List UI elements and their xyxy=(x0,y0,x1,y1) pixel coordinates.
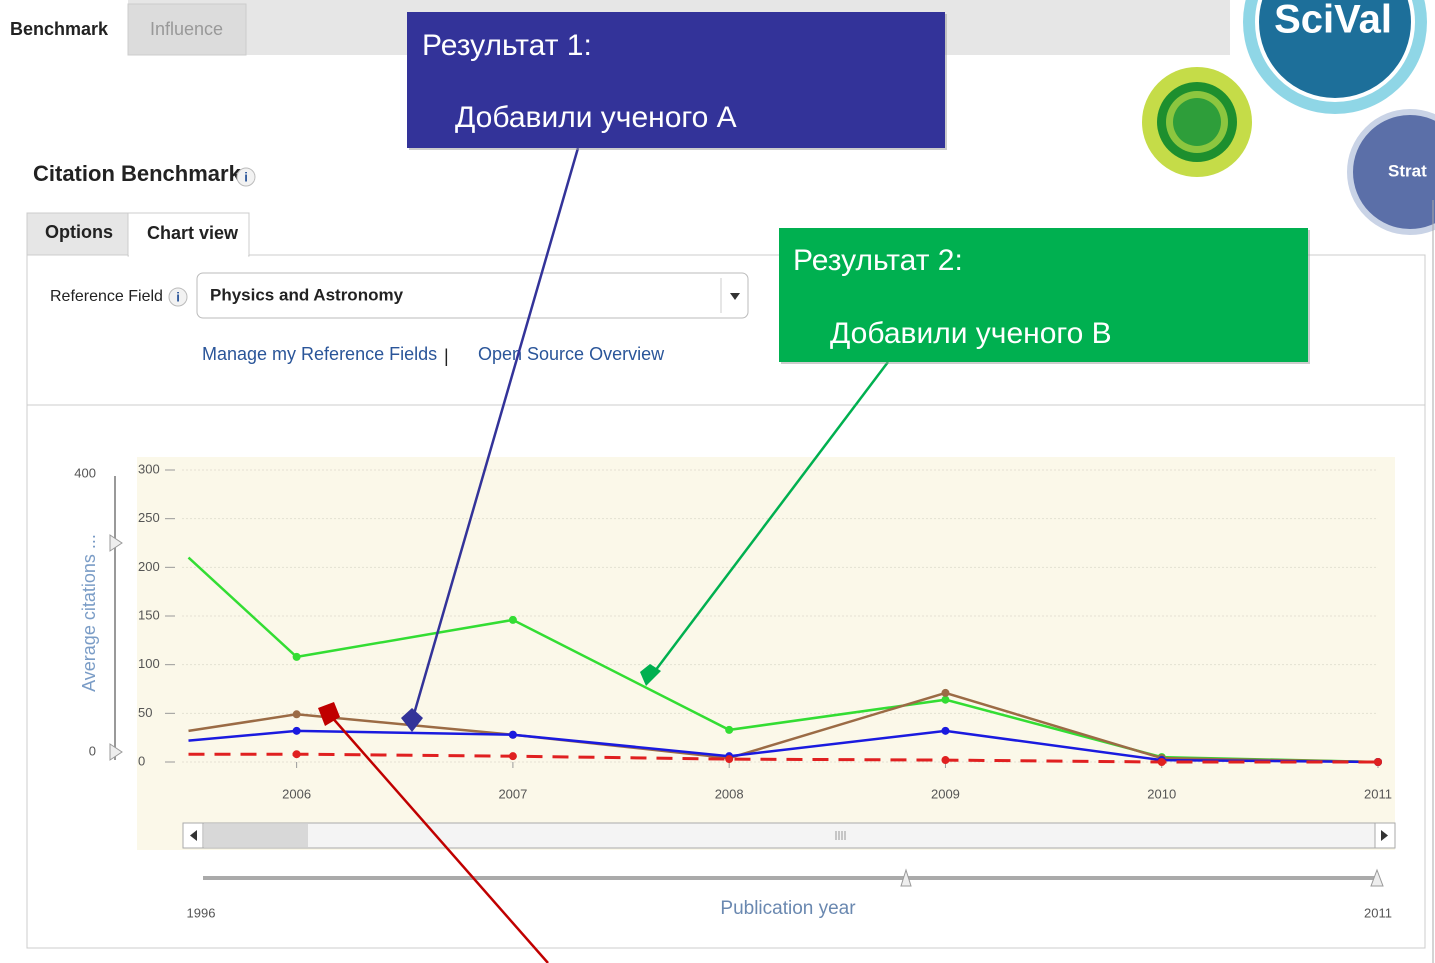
field-label: Reference Field xyxy=(50,288,163,305)
data-point xyxy=(292,710,301,719)
y-tick-label: 50 xyxy=(138,705,152,720)
data-point xyxy=(1374,758,1382,766)
tab-inactive[interactable] xyxy=(127,3,247,56)
dropdown[interactable] xyxy=(196,272,749,319)
y-slider-label: 400 xyxy=(74,465,96,480)
plot-background xyxy=(137,457,1395,850)
separator: | xyxy=(444,346,449,366)
data-point xyxy=(941,695,950,704)
data-point xyxy=(941,756,950,765)
panel-tab-label[interactable]: Chart view xyxy=(147,223,239,243)
scrollbar[interactable] xyxy=(182,822,1396,849)
x-tick-label: 2010 xyxy=(1147,786,1176,801)
tab-label[interactable]: Influence xyxy=(150,19,223,39)
callout-box xyxy=(779,228,1308,362)
data-point xyxy=(1157,758,1166,766)
callout-text: Результат 1: xyxy=(422,29,592,62)
x-tick-label: 2006 xyxy=(282,786,311,801)
data-point xyxy=(508,615,517,624)
y-tick-label: 100 xyxy=(138,656,160,671)
callout-arrow xyxy=(651,361,889,676)
y-tick-label: 300 xyxy=(138,461,160,476)
info-icon[interactable] xyxy=(236,167,256,187)
callout-box xyxy=(407,12,945,148)
tab-joint xyxy=(129,254,248,257)
panel-tab-label[interactable]: Options xyxy=(45,222,113,242)
y-axis-label: Average citations ... xyxy=(79,534,99,692)
y-slider-handle[interactable] xyxy=(109,534,123,552)
link[interactable]: Manage my Reference Fields xyxy=(202,344,437,364)
info-icon[interactable] xyxy=(168,287,188,307)
x-tick-label: 2007 xyxy=(498,786,527,801)
y-tick-label: 250 xyxy=(138,510,160,525)
tab-active[interactable] xyxy=(0,0,128,56)
scroll-right-arrow[interactable] xyxy=(1381,830,1388,841)
callout-arrow xyxy=(329,714,549,963)
y-tick-label: 200 xyxy=(138,559,160,574)
info-text[interactable]: i xyxy=(176,289,180,304)
chart: 0 50 100 150 200 250 300 2006 2007 2008 2009 2010 20… xyxy=(138,461,1392,801)
callout-text: Результат 2: xyxy=(793,244,963,277)
logo-side: Strat xyxy=(1388,161,1427,180)
y-tick-label: 0 xyxy=(138,753,145,768)
callout-text: Добавили ученого B xyxy=(830,317,1112,350)
arrow-head xyxy=(318,702,340,726)
data-point xyxy=(941,688,950,697)
arrow-head xyxy=(401,708,423,732)
data-point xyxy=(292,750,301,759)
y-slider-handle[interactable] xyxy=(109,743,123,761)
data-point xyxy=(292,652,301,661)
info-text[interactable]: i xyxy=(244,169,248,184)
logo-circle xyxy=(1347,109,1435,235)
panel-tab[interactable] xyxy=(26,212,129,256)
x-axis-label: Publication year xyxy=(720,898,856,919)
data-point xyxy=(508,752,517,761)
dropdown-value[interactable]: Physics and Astronomy xyxy=(210,285,404,304)
x-slider-label: 1996 xyxy=(187,905,216,920)
y-tick-label: 150 xyxy=(138,607,160,622)
y-slider-label: 0 xyxy=(89,743,96,758)
section-title: Citation Benchmark xyxy=(33,161,242,186)
callout-arrow xyxy=(412,147,580,715)
data-point xyxy=(941,726,950,735)
data-point xyxy=(725,755,734,764)
data-point xyxy=(508,730,517,739)
x-slider-label: 2011 xyxy=(1364,905,1392,920)
dropdown-arrow[interactable] xyxy=(730,293,740,300)
data-point xyxy=(725,725,734,734)
x-slider-handle[interactable] xyxy=(1370,868,1384,887)
tab-label[interactable]: Benchmark xyxy=(10,19,109,39)
logo-green xyxy=(1173,98,1221,146)
x-slider-handle[interactable] xyxy=(900,868,912,887)
x-tick-label: 2008 xyxy=(715,786,744,801)
x-tick-label: 2011 xyxy=(1364,786,1392,801)
x-tick-label: 2009 xyxy=(931,786,960,801)
data-point xyxy=(292,726,301,735)
link[interactable]: Open Source Overview xyxy=(478,344,665,364)
scroll-thumb[interactable] xyxy=(204,824,308,847)
scroll-grip xyxy=(835,831,846,840)
logo-name: SciVal xyxy=(1274,0,1392,42)
arrow-head xyxy=(640,664,661,686)
callout-text: Добавили ученого A xyxy=(455,101,737,134)
logo-circle xyxy=(1255,0,1415,102)
scroll-left-arrow[interactable] xyxy=(190,830,197,841)
